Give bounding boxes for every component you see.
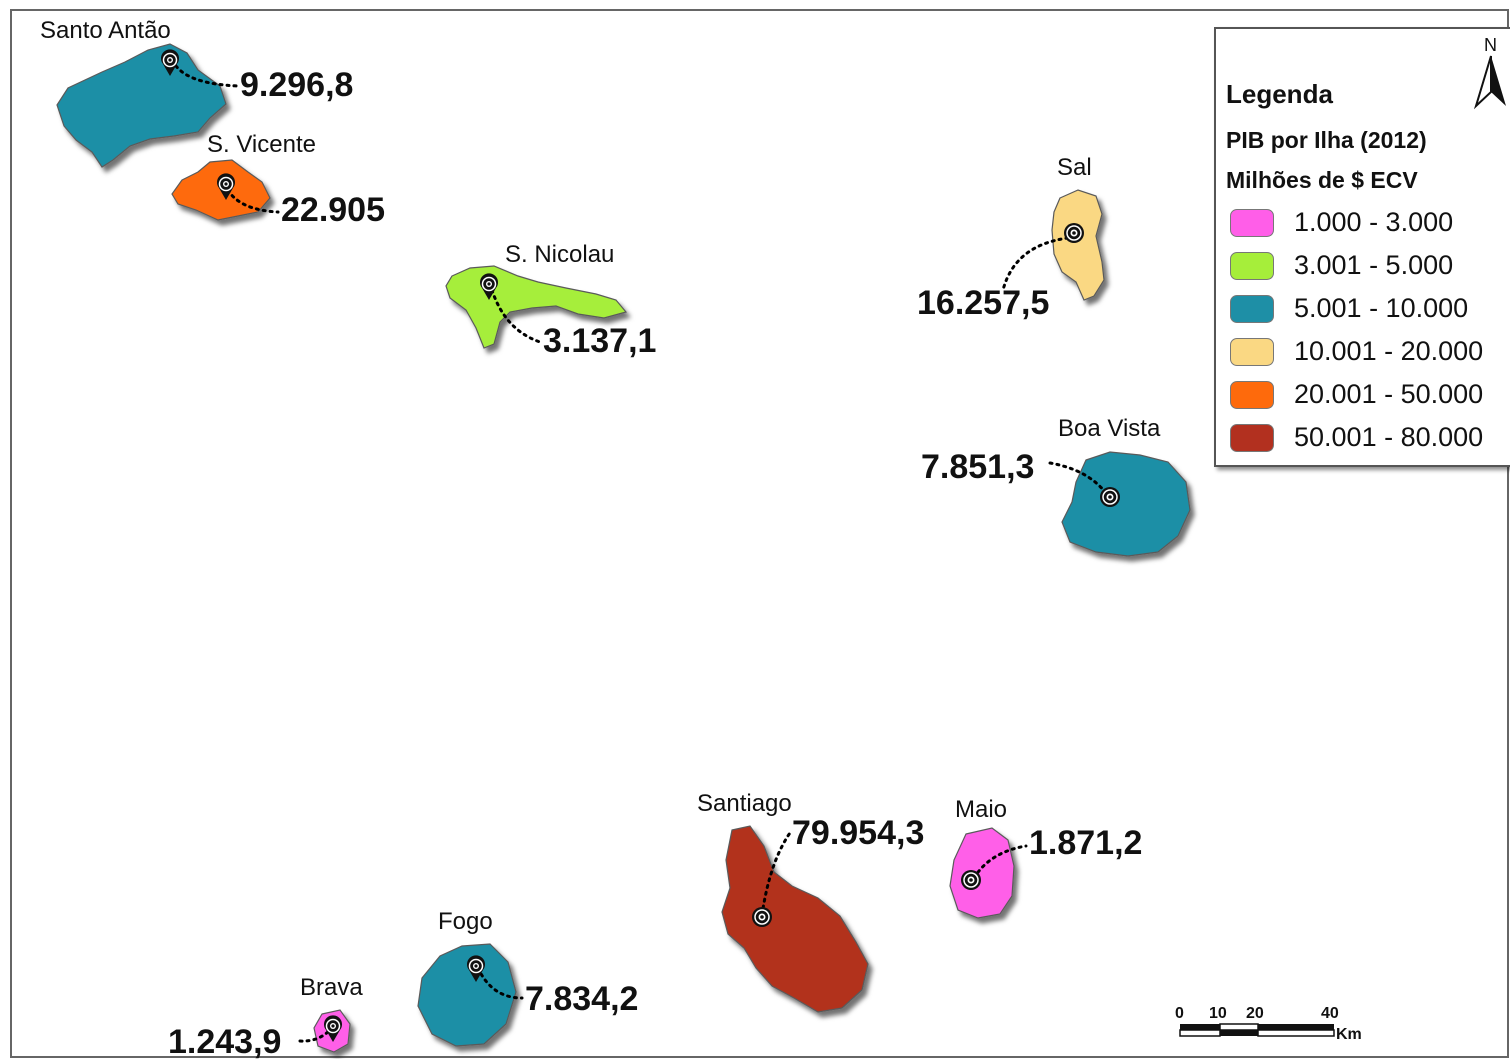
- island-santiago[interactable]: Santiago 79.954,3: [697, 790, 924, 1013]
- island-name-brava: Brava: [300, 974, 363, 1001]
- legend-item: 10.001 - 20.000: [1230, 330, 1483, 373]
- island-name-s-nicolau: S. Nicolau: [505, 241, 614, 268]
- island-boa-vista-shape: [1061, 451, 1191, 557]
- island-value-maio: 1.871,2: [1029, 824, 1142, 862]
- scale-tick-label: 20: [1246, 1005, 1264, 1022]
- island-name-s-vicente: S. Vicente: [207, 131, 316, 158]
- leader-s-nicolau: [490, 288, 542, 344]
- island-maio-shape: [949, 827, 1015, 919]
- leader-fogo: [476, 966, 524, 1000]
- island-s-nicolau[interactable]: S. Nicolau 3.137,1: [445, 241, 656, 360]
- legend-item: 50.001 - 80.000: [1230, 416, 1483, 459]
- legend-label: 1.000 - 3.000: [1294, 207, 1454, 237]
- scale-tick-label: 0: [1175, 1005, 1184, 1022]
- legend-swatch: [1230, 294, 1274, 323]
- island-name-santiago: Santiago: [697, 790, 792, 817]
- legend-item: 20.001 - 50.000: [1230, 373, 1483, 416]
- island-santiago-shape: [721, 825, 869, 1013]
- legend-label: 5.001 - 10.000: [1294, 293, 1469, 323]
- island-boa-vista[interactable]: Boa Vista 7.851,3: [921, 415, 1191, 557]
- location-pin-icon: [1099, 486, 1121, 508]
- island-name-maio: Maio: [955, 796, 1007, 823]
- legend-title: Legenda: [1226, 79, 1333, 109]
- location-pin-icon: [960, 869, 982, 891]
- leader-santiago: [760, 828, 794, 917]
- island-name-fogo: Fogo: [438, 908, 493, 935]
- island-santo-antao[interactable]: Santo Antão 9.296,8: [40, 17, 353, 168]
- island-name-sal: Sal: [1057, 154, 1092, 181]
- legend-subtitle: PIB por Ilha (2012): [1226, 127, 1427, 153]
- island-value-brava: 1.243,9: [168, 1023, 281, 1059]
- scale-tick-label: 40: [1321, 1005, 1339, 1022]
- legend-list: 1.000 - 3.000 3.001 - 5.000 5.001 - 10.0…: [1230, 201, 1483, 459]
- island-fogo-shape: [417, 943, 517, 1047]
- legend-item: 1.000 - 3.000: [1230, 201, 1483, 244]
- island-value-s-vicente: 22.905: [281, 191, 385, 229]
- legend-swatch: [1230, 208, 1274, 237]
- island-name-boa-vista: Boa Vista: [1058, 415, 1161, 442]
- leader-sal: [1001, 236, 1070, 292]
- island-value-fogo: 7.834,2: [525, 980, 638, 1018]
- north-label: N: [1484, 35, 1497, 55]
- island-value-santiago: 79.954,3: [792, 814, 924, 852]
- scale-bar: 0 10 20 40 Km: [1175, 1005, 1362, 1043]
- island-sal[interactable]: Sal 16.257,5: [917, 154, 1105, 322]
- scale-segment: [1220, 1030, 1258, 1036]
- legend-swatch: [1230, 337, 1274, 366]
- scale-segment: [1258, 1024, 1334, 1030]
- legend-swatch: [1230, 380, 1274, 409]
- legend-item: 5.001 - 10.000: [1230, 287, 1483, 330]
- island-value-boa-vista: 7.851,3: [921, 448, 1034, 486]
- north-arrow-icon: N: [1474, 35, 1506, 110]
- scale-unit-label: Km: [1336, 1026, 1362, 1043]
- legend-item: 3.001 - 5.000: [1230, 244, 1483, 287]
- island-s-vicente[interactable]: S. Vicente 22.905: [171, 131, 385, 229]
- island-fogo[interactable]: Fogo 7.834,2: [417, 908, 638, 1047]
- island-value-sal: 16.257,5: [917, 284, 1049, 322]
- island-maio[interactable]: Maio 1.871,2: [949, 796, 1142, 919]
- scale-tick-label: 10: [1209, 1005, 1227, 1022]
- island-value-santo-antao: 9.296,8: [240, 66, 353, 104]
- leader-santo-antao: [174, 64, 240, 88]
- location-pin-icon: [751, 906, 773, 928]
- scale-segment: [1179, 1029, 1221, 1037]
- legend-unit: Milhões de $ ECV: [1226, 167, 1418, 193]
- legend-label: 10.001 - 20.000: [1294, 336, 1484, 366]
- scale-segment: [1180, 1024, 1220, 1030]
- island-brava[interactable]: Brava 1.243,9: [168, 974, 363, 1059]
- leader-s-vicente: [226, 188, 280, 214]
- map-legend: Legenda PIB por Ilha (2012) Milhões de $…: [1214, 27, 1510, 467]
- island-santo-antao-shape: [56, 43, 227, 168]
- legend-swatch: [1230, 251, 1274, 280]
- legend-label: 20.001 - 50.000: [1294, 379, 1484, 409]
- scale-segment: [1257, 1029, 1335, 1037]
- location-pin-icon: [1063, 222, 1085, 244]
- island-sal-shape: [1051, 189, 1105, 301]
- legend-swatch: [1230, 423, 1274, 452]
- scale-segment: [1219, 1023, 1259, 1031]
- island-value-s-nicolau: 3.137,1: [543, 322, 656, 360]
- island-name-santo-antao: Santo Antão: [40, 17, 171, 44]
- legend-label: 50.001 - 80.000: [1294, 422, 1484, 452]
- legend-label: 3.001 - 5.000: [1294, 250, 1454, 280]
